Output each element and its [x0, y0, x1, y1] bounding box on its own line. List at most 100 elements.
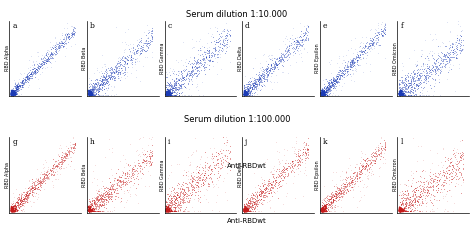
Point: [381, 30, 388, 33]
Point: [23, 200, 30, 204]
Point: [90, 196, 98, 199]
Point: [187, 70, 195, 73]
Point: [333, 74, 340, 78]
Point: [438, 64, 446, 68]
Point: [260, 79, 267, 82]
Point: [218, 34, 226, 38]
Point: [38, 62, 46, 66]
Point: [401, 209, 409, 213]
Point: [194, 196, 201, 199]
Point: [286, 166, 294, 169]
Point: [176, 83, 184, 87]
Point: [56, 45, 64, 49]
Point: [262, 77, 270, 80]
Point: [357, 159, 365, 162]
Point: [99, 81, 107, 85]
Point: [99, 197, 107, 201]
Point: [331, 83, 338, 87]
Point: [132, 169, 139, 173]
Point: [184, 189, 191, 192]
Point: [87, 203, 95, 207]
Point: [194, 180, 201, 184]
Point: [172, 76, 180, 80]
Point: [175, 82, 183, 86]
Point: [364, 156, 371, 160]
Point: [85, 93, 92, 96]
Point: [164, 209, 172, 212]
Point: [36, 65, 43, 69]
Point: [400, 91, 407, 94]
Point: [331, 78, 339, 82]
Point: [172, 203, 179, 207]
Point: [92, 209, 100, 213]
Point: [26, 58, 33, 62]
Point: [322, 88, 330, 92]
Point: [219, 157, 227, 161]
Point: [189, 70, 196, 73]
Point: [112, 65, 120, 68]
Point: [85, 93, 93, 97]
Point: [164, 93, 172, 97]
Point: [333, 77, 341, 81]
Point: [175, 92, 183, 95]
Point: [245, 208, 252, 212]
Point: [10, 92, 18, 96]
Point: [435, 186, 442, 190]
Point: [456, 44, 464, 48]
Point: [345, 65, 352, 68]
Point: [395, 92, 403, 96]
Point: [344, 189, 352, 193]
Point: [115, 70, 123, 74]
Point: [143, 33, 150, 37]
Point: [119, 64, 127, 68]
Point: [8, 208, 16, 212]
Point: [327, 205, 334, 209]
Point: [335, 74, 342, 78]
Point: [431, 70, 438, 74]
Point: [209, 185, 217, 189]
Point: [197, 60, 204, 64]
Point: [193, 164, 201, 167]
Point: [449, 164, 457, 168]
Point: [377, 27, 385, 31]
Point: [320, 89, 328, 93]
Point: [402, 198, 410, 201]
Point: [417, 80, 424, 83]
Point: [216, 38, 223, 42]
Point: [167, 208, 175, 211]
Point: [447, 160, 455, 164]
Point: [85, 92, 93, 96]
Point: [341, 177, 349, 181]
Y-axis label: RBD Alpha: RBD Alpha: [5, 162, 10, 188]
Point: [401, 209, 408, 213]
Point: [29, 190, 37, 194]
Point: [85, 205, 92, 208]
Point: [222, 42, 229, 46]
Point: [176, 208, 183, 212]
Point: [195, 170, 202, 174]
Point: [172, 93, 179, 96]
Point: [321, 91, 328, 95]
Point: [326, 202, 333, 205]
Point: [253, 84, 260, 88]
Point: [201, 169, 209, 173]
Point: [206, 175, 214, 179]
Point: [415, 87, 422, 90]
Point: [120, 189, 128, 193]
Point: [398, 209, 405, 213]
Point: [372, 151, 379, 155]
Point: [176, 192, 183, 196]
Point: [70, 25, 78, 28]
Point: [280, 175, 287, 179]
Point: [9, 209, 17, 213]
Point: [446, 62, 453, 66]
Point: [452, 171, 460, 175]
Point: [424, 185, 432, 189]
Point: [320, 88, 328, 92]
Point: [99, 82, 107, 85]
Point: [240, 208, 247, 212]
Point: [28, 74, 36, 78]
Point: [255, 78, 263, 82]
Point: [271, 61, 279, 64]
Point: [33, 198, 41, 201]
